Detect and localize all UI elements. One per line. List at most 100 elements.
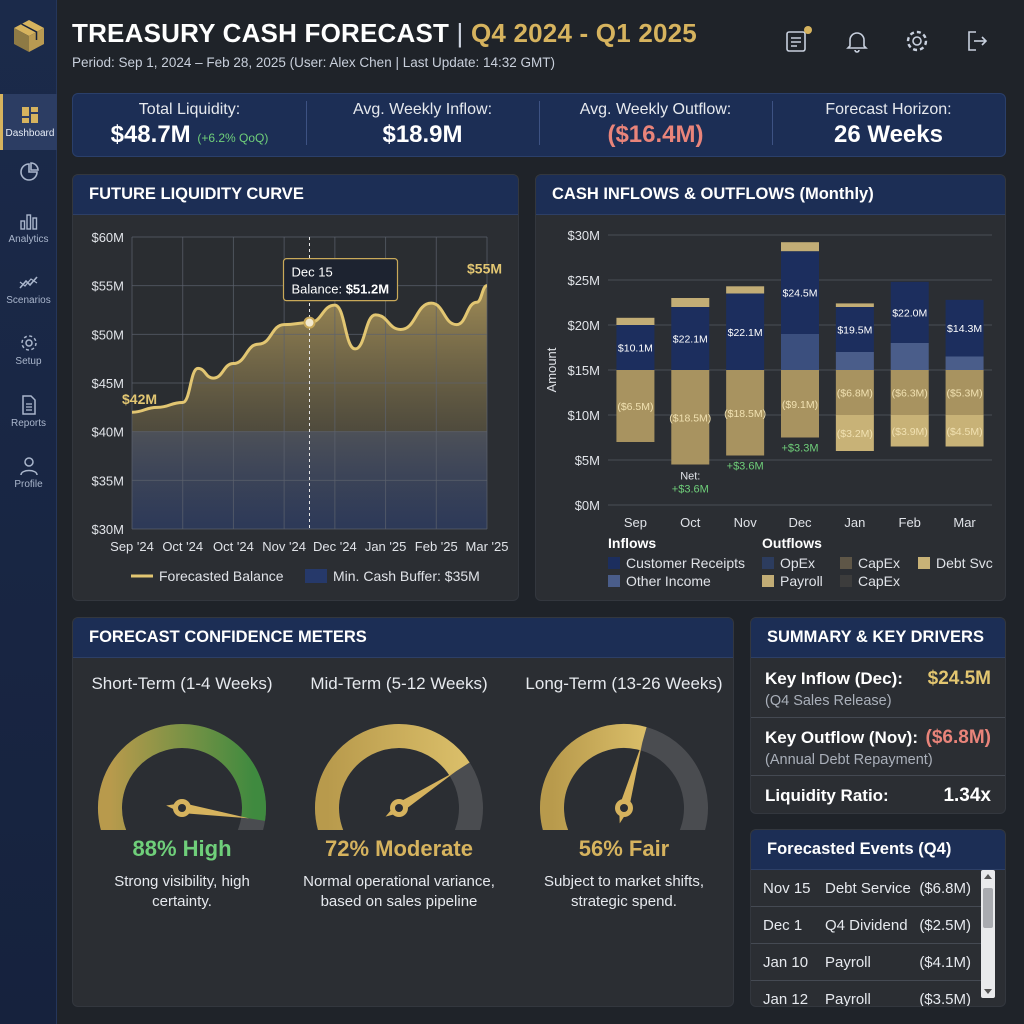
cube-logo-icon bbox=[14, 20, 44, 52]
summary-main: Liquidity Ratio: 1.34x bbox=[765, 785, 991, 807]
y-tick-label: $55M bbox=[91, 279, 124, 294]
y-tick-label: $40M bbox=[91, 425, 124, 440]
legend-group-title: Inflows bbox=[608, 535, 656, 551]
panel-title: FORECAST CONFIDENCE METERS bbox=[73, 618, 733, 658]
kpi-label: Total Liquidity: bbox=[138, 101, 241, 118]
x-tick-label: Dec '24 bbox=[313, 539, 357, 554]
bar-data-label: ($5.3M) bbox=[946, 388, 982, 400]
list-item[interactable]: Jan 12 Payroll ($3.5M) bbox=[751, 981, 983, 1007]
gauge-desc-line: strategic spend. bbox=[571, 893, 677, 910]
summary-main: Key Outflow (Nov): ($6.8M) bbox=[765, 727, 991, 749]
gauge-fill bbox=[540, 724, 647, 830]
x-tick-label: Oct '24 bbox=[162, 539, 203, 554]
sidebar-item-setup[interactable]: Setup bbox=[0, 322, 57, 378]
x-tick-label: Dec bbox=[788, 515, 812, 530]
x-tick-label: Mar '25 bbox=[466, 539, 509, 554]
sidebar-item-dashboard[interactable]: Dashboard bbox=[0, 94, 57, 150]
bar-segment bbox=[726, 370, 765, 456]
bar-segment bbox=[726, 286, 765, 294]
scroll-up-arrow-icon[interactable] bbox=[984, 874, 992, 879]
kpi-weekly-outflow: Avg. Weekly Outflow: ($16.4M) bbox=[539, 101, 772, 149]
summary-row-key-inflow: Key Inflow (Dec): $24.5M (Q4 Sales Releas… bbox=[751, 658, 1005, 718]
net-label: +$3.3M bbox=[782, 443, 819, 455]
x-tick-label: Jan bbox=[844, 515, 865, 530]
bar-segment bbox=[835, 303, 874, 307]
net-prefix-label: Net: bbox=[680, 471, 700, 483]
x-tick-label: Jan '25 bbox=[365, 539, 407, 554]
notifications-button[interactable] bbox=[844, 28, 870, 54]
legend-label: Forecasted Balance bbox=[159, 568, 284, 584]
legend-label: Payroll bbox=[780, 573, 823, 589]
net-label: +$3.6M bbox=[672, 484, 709, 496]
sidebar-item-label: Setup bbox=[15, 356, 42, 367]
y-tick-label: $0M bbox=[575, 498, 600, 513]
x-tick-label: Nov '24 bbox=[262, 539, 306, 554]
bar-segment bbox=[726, 293, 765, 370]
notes-icon bbox=[786, 31, 806, 52]
list-item[interactable]: Nov 15 Debt Service ($6.8M) bbox=[751, 870, 983, 907]
events-panel: Forecasted Events (Q4) Nov 15 Debt Servic… bbox=[750, 829, 1006, 1007]
sidebar-item-label: Dashboard bbox=[5, 128, 55, 139]
title-period: Q4 2024 - Q1 2025 bbox=[470, 18, 697, 48]
gauge-mid-term: Mid-Term (5-12 Weeks) 72% Moderate Norma… bbox=[294, 674, 504, 912]
y-tick-label: $15M bbox=[567, 363, 600, 378]
sidebar-item-profile[interactable]: Profile bbox=[0, 445, 57, 501]
legend-swatch bbox=[762, 557, 774, 569]
kpi-value: $48.7M (+6.2% QoQ) bbox=[73, 121, 306, 149]
sidebar-item-scenarios[interactable]: Scenarios bbox=[0, 261, 57, 317]
dashboard-icon bbox=[22, 107, 38, 123]
event-date: Dec 1 bbox=[763, 916, 803, 934]
scroll-thumb[interactable] bbox=[983, 888, 993, 928]
bar-data-label: ($18.5M) bbox=[669, 412, 711, 424]
x-tick-label: Oct '24 bbox=[213, 539, 254, 554]
kpi-label: Avg. Weekly Outflow: bbox=[579, 101, 732, 118]
bar-segment bbox=[835, 370, 874, 415]
events-list[interactable]: Nov 15 Debt Service ($6.8M) Dec 1 Q4 Divide… bbox=[751, 870, 983, 1007]
sidebar-item-overview[interactable] bbox=[0, 145, 57, 201]
bar-data-label: $19.5M bbox=[837, 325, 872, 337]
kpi-forecast-horizon: Forecast Horizon: 26 Weeks bbox=[772, 101, 1005, 149]
bar-data-label: $22.0M bbox=[892, 307, 927, 319]
bar-segment bbox=[945, 415, 984, 447]
event-amount: ($4.1M) bbox=[919, 953, 971, 971]
bar-segment bbox=[945, 356, 984, 370]
events-scrollbar[interactable] bbox=[981, 870, 995, 998]
gauge-hub-center bbox=[395, 804, 403, 812]
settings-button[interactable] bbox=[904, 28, 930, 54]
legend-swatch bbox=[840, 575, 852, 587]
kpi-label: Forecast Horizon: bbox=[825, 101, 952, 118]
summary-main: Key Inflow (Dec): $24.5M bbox=[765, 668, 991, 690]
event-date: Jan 10 bbox=[763, 953, 809, 971]
event-amount: ($6.8M) bbox=[919, 879, 971, 897]
bar-data-label: ($6.8M) bbox=[837, 388, 873, 400]
bar-data-label: $10.1M bbox=[618, 343, 653, 355]
kpi-value: 26 Weeks bbox=[834, 121, 943, 148]
bar-data-label: ($18.5M) bbox=[724, 408, 766, 420]
sidebar-item-label: Analytics bbox=[8, 234, 49, 245]
y-tick-label: $30M bbox=[567, 228, 600, 243]
list-item[interactable]: Jan 10 Payroll ($4.1M) bbox=[751, 944, 983, 981]
sidebar-item-analytics[interactable]: Analytics bbox=[0, 200, 57, 256]
notes-button[interactable] bbox=[784, 26, 812, 54]
gauge-desc-line: Subject to market shifts, bbox=[543, 873, 705, 890]
bell-icon bbox=[846, 32, 868, 53]
kpi-bar: Total Liquidity: $48.7M (+6.2% QoQ) Avg.… bbox=[72, 93, 1006, 157]
sidebar-item-reports[interactable]: Reports bbox=[0, 384, 57, 440]
sidebar-item-label: Reports bbox=[10, 418, 46, 429]
scroll-down-arrow-icon[interactable] bbox=[984, 989, 992, 994]
logout-button[interactable] bbox=[964, 28, 990, 54]
gauge-dial bbox=[315, 724, 483, 830]
list-item[interactable]: Dec 1 Q4 Dividend ($2.5M) bbox=[751, 907, 983, 944]
summary-row-liquidity-ratio: Liquidity Ratio: 1.34x bbox=[751, 776, 1005, 813]
legend-swatch bbox=[762, 575, 774, 587]
summary-label: Liquidity Ratio: bbox=[765, 786, 889, 805]
legend-label: Min. Cash Buffer: $35M bbox=[333, 568, 480, 584]
bar-data-label: ($9.1M) bbox=[782, 399, 818, 411]
summary-value: 1.34x bbox=[943, 785, 991, 806]
panel-title: SUMMARY & KEY DRIVERS bbox=[751, 618, 1005, 658]
sidebar-item-label: Profile bbox=[14, 479, 43, 490]
gauge-title: Long-Term (13-26 Weeks) bbox=[525, 674, 723, 693]
kpi-value: $18.9M bbox=[382, 121, 463, 148]
page-title: TREASURY CASH FORECAST | Q4 2024 - Q1 20… bbox=[72, 18, 812, 49]
gauge-description: Normal operational variance, based on sal… bbox=[294, 872, 504, 912]
